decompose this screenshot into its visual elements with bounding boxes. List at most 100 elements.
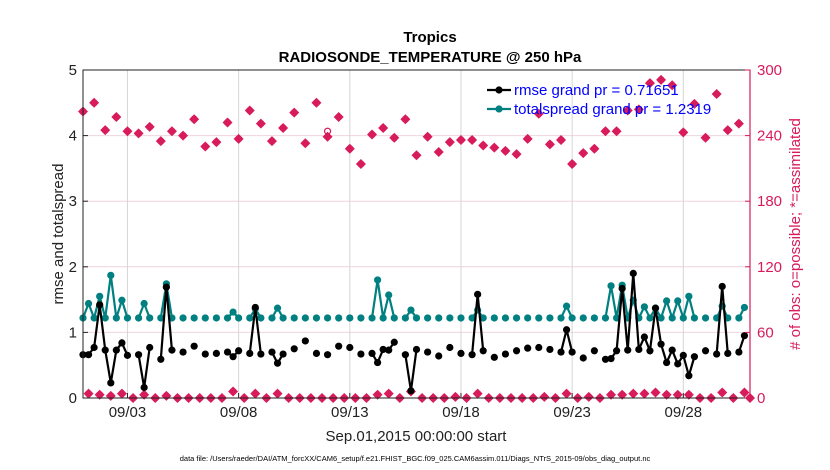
totalspread-point	[246, 314, 254, 322]
totalspread-point	[379, 314, 387, 322]
y-right-tick-label: 0	[757, 390, 765, 407]
legend: rmse grand pr = 0.71651 totalspread grand…	[487, 82, 711, 118]
totalspread-point	[701, 314, 710, 322]
assimilated-obs-point	[478, 140, 489, 151]
totalspread-point	[401, 314, 409, 322]
assimilated-obs-point	[189, 114, 200, 125]
assimilated-obs-point	[389, 132, 400, 143]
assimilated-obs-point	[166, 126, 177, 137]
rmse-point	[446, 343, 454, 352]
rmse-point	[368, 349, 376, 357]
rmse-point	[118, 339, 126, 347]
rmse-point	[179, 348, 187, 356]
rmse-point	[435, 352, 443, 360]
totalspread-point	[390, 314, 398, 322]
assimilated-obs-point	[583, 391, 594, 402]
assimilated-obs-point	[372, 389, 383, 400]
assimilated-obs-point	[355, 159, 366, 170]
legend-label: totalspread grand pr = 1.2319	[514, 101, 711, 118]
rmse-point	[84, 351, 93, 359]
rmse-point	[301, 337, 309, 345]
totalspread-point	[607, 282, 615, 290]
totalspread-point	[446, 314, 454, 322]
totalspread-point	[257, 314, 265, 322]
assimilated-obs-point	[344, 143, 355, 154]
totalspread-point	[90, 314, 98, 322]
rmse-point	[223, 348, 232, 356]
assimilated-obs-point	[455, 134, 466, 145]
assimilated-obs-point	[628, 388, 639, 399]
y-right-tick-label: 240	[757, 128, 782, 145]
legend-marker	[495, 86, 503, 94]
rmse-point	[501, 350, 510, 358]
assimilated-obs-point	[561, 388, 572, 399]
totalspread-point	[535, 314, 543, 322]
totalspread-point	[279, 314, 287, 322]
totalspread-point	[579, 314, 587, 322]
rmse-point	[657, 340, 665, 348]
assimilated-obs-point	[233, 133, 244, 144]
rmse-point	[357, 350, 365, 358]
rmse-point	[112, 346, 120, 354]
totalspread-point	[435, 314, 443, 322]
assimilated-obs-point	[683, 389, 694, 400]
rmse-point	[146, 343, 154, 352]
assimilated-obs-point	[116, 388, 127, 399]
assimilated-obs-point	[578, 148, 589, 159]
assimilated-obs-point	[228, 386, 239, 397]
totalspread-point	[101, 314, 109, 322]
rmse-line	[470, 294, 485, 355]
rmse-point	[123, 351, 132, 359]
rmse-point	[663, 358, 671, 367]
rmse-point	[385, 346, 393, 354]
totalspread-point	[290, 314, 298, 322]
totalspread-line	[370, 279, 396, 319]
rmse-point	[601, 355, 610, 363]
assimilated-obs-point	[633, 104, 644, 115]
rmse-point	[246, 349, 254, 357]
rmse-point	[640, 333, 648, 341]
x-tick-label: 09/18	[442, 404, 480, 421]
totalspread-point	[412, 314, 421, 322]
assimilated-obs-point	[83, 388, 94, 399]
assimilated-obs-point	[472, 388, 483, 399]
totalspread-point	[368, 314, 376, 322]
totalspread-point	[273, 304, 282, 312]
totalspread-point	[335, 314, 343, 322]
totalspread-point	[640, 303, 648, 311]
assimilated-obs-point	[289, 107, 300, 118]
totalspread-point	[107, 271, 115, 279]
assimilated-obs-point	[611, 126, 622, 137]
totalspread-point	[212, 314, 220, 322]
assimilated-obs-point	[617, 389, 628, 400]
rmse-point	[668, 346, 676, 354]
rmse-point	[96, 301, 104, 309]
assimilated-obs-point	[311, 97, 322, 108]
assimilated-obs-point	[367, 129, 378, 140]
y-right-tick-label: 300	[757, 62, 782, 79]
rmse-point	[512, 347, 521, 355]
rmse-point	[646, 347, 654, 355]
legend-marker	[495, 105, 503, 113]
rmse-point	[568, 348, 576, 356]
rmse-point	[629, 269, 637, 277]
rmse-point	[674, 360, 682, 368]
assimilated-obs-point	[139, 389, 150, 400]
rmse-point	[257, 350, 265, 358]
totalspread-point	[657, 314, 665, 322]
assimilated-obs-point	[450, 391, 461, 402]
totalspread-point	[646, 314, 654, 322]
rmse-point	[613, 347, 621, 355]
assimilated-obs-point	[500, 145, 511, 156]
assimilated-obs-point	[161, 390, 172, 401]
x-tick-label: 09/08	[220, 404, 258, 421]
totalspread-point	[157, 314, 165, 322]
rmse-point	[379, 345, 387, 354]
totalspread-point	[468, 314, 476, 322]
assimilated-obs-point	[656, 74, 667, 85]
rmse-point	[346, 343, 354, 352]
assimilated-obs-point	[211, 137, 222, 148]
y-right-tick-label: 180	[757, 193, 782, 210]
assimilated-obs-point	[266, 136, 277, 147]
